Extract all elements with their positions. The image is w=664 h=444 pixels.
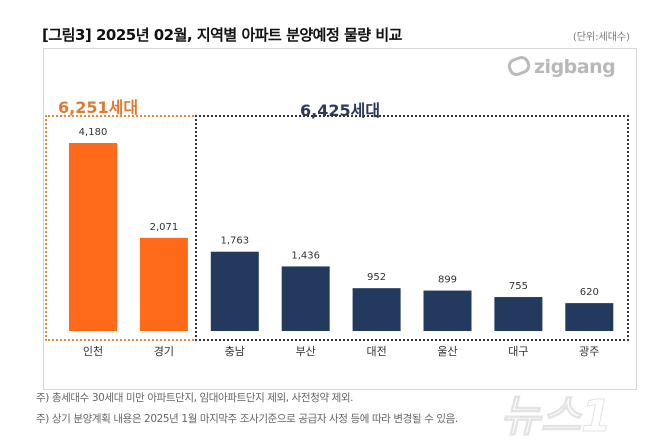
- zigbang-logo: zigbang: [505, 53, 616, 79]
- bar-충남: [210, 251, 259, 331]
- data-label: 2,071: [150, 222, 179, 233]
- footnote-1: 주) 총세대수 30세대 미만 아파트단지, 임대아파트단지 제외, 사전청약 …: [36, 392, 354, 404]
- category-label: 광주: [579, 345, 599, 358]
- bar-대구: [494, 297, 543, 331]
- group-total-other: 6,425세대: [300, 101, 381, 120]
- category-label: 경기: [154, 345, 174, 358]
- data-label: 1,763: [220, 236, 249, 247]
- category-label: 충남: [225, 345, 245, 358]
- bar-울산: [423, 290, 472, 331]
- unit-label: (단위:세대수): [572, 32, 630, 43]
- group-total-metro: 6,251세대: [58, 98, 139, 117]
- category-label: 대전: [366, 345, 386, 358]
- bar-광주: [565, 303, 614, 331]
- data-label: 620: [580, 287, 599, 298]
- category-label: 대구: [508, 345, 528, 358]
- category-label: 울산: [437, 345, 457, 358]
- chart-frame: [43, 48, 637, 390]
- data-label: 755: [509, 281, 528, 292]
- news1-watermark: 뉴스1: [500, 391, 613, 443]
- data-label: 4,180: [79, 127, 108, 138]
- data-label: 899: [438, 275, 457, 286]
- bar-부산: [281, 266, 330, 331]
- bar-경기: [139, 237, 188, 331]
- category-label: 부산: [296, 345, 316, 358]
- data-label: 1,436: [291, 250, 320, 261]
- bar-인천: [69, 143, 117, 331]
- footnote-2: 주) 상기 분양계획 내용은 2025년 1월 마지막주 조사기준으로 공급자 …: [36, 413, 458, 425]
- category-label: 인천: [83, 344, 103, 358]
- group-box-other: [195, 115, 629, 341]
- bar-대전: [352, 288, 401, 331]
- data-label: 952: [367, 272, 386, 283]
- chart-title: [그림3] 2025년 02월, 지역별 아파트 분양예정 물량 비교: [42, 26, 402, 44]
